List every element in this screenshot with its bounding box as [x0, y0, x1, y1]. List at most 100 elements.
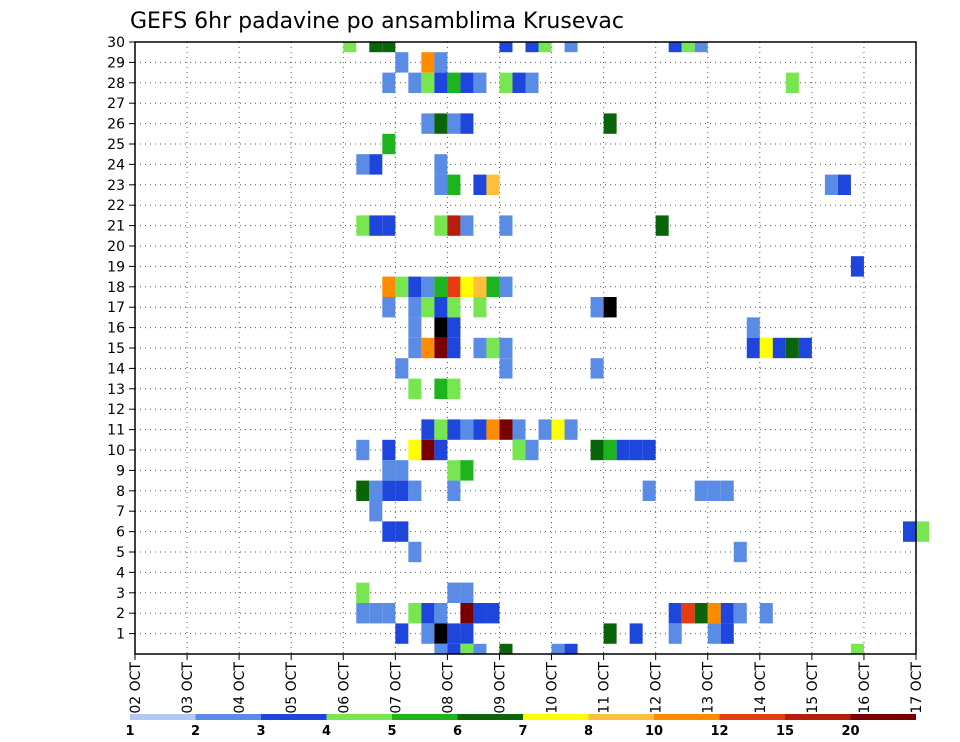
heatmap-cell	[473, 72, 487, 93]
heatmap-cell	[434, 52, 448, 73]
y-tick-label: 17	[107, 300, 125, 316]
heatmap-cell	[434, 215, 448, 236]
x-tick-label: 07 OCT	[388, 662, 404, 714]
heatmap-cell	[421, 337, 435, 359]
heatmap-cell	[590, 358, 604, 379]
heatmap-cell	[707, 603, 721, 624]
heatmap-cell	[499, 42, 513, 53]
heatmap-cell	[512, 72, 526, 93]
y-tick-label: 11	[107, 423, 125, 439]
heatmap-cell	[603, 297, 617, 318]
grid-lines	[135, 41, 916, 654]
heatmap-cell	[486, 337, 500, 359]
heatmap-cell	[434, 113, 448, 134]
y-tick-label: 16	[107, 321, 125, 337]
heatmap-cell	[694, 42, 708, 53]
heatmap-cell	[447, 337, 461, 359]
heatmap-cell	[616, 439, 630, 461]
heatmap-cell	[486, 603, 500, 624]
y-tick-label: 23	[107, 178, 125, 194]
heatmap-cell	[473, 337, 487, 359]
heatmap-cell	[395, 480, 409, 501]
heatmap-cell	[395, 460, 409, 481]
heatmap-cell	[603, 439, 617, 461]
heatmap-cell	[642, 439, 656, 461]
heatmap-cell	[356, 154, 370, 175]
y-tick-label: 24	[107, 157, 125, 173]
heatmap-cell	[408, 541, 422, 563]
heatmap-cell	[421, 297, 435, 318]
heatmap-cell	[356, 215, 370, 236]
heatmap-cell	[434, 419, 448, 440]
heatmap-cell	[707, 480, 721, 501]
heatmap-cell	[694, 480, 708, 501]
heatmap-cell	[525, 42, 539, 53]
x-tick-label: 02 OCT	[128, 662, 144, 714]
heatmap-cell	[759, 337, 773, 359]
heatmap-cell	[499, 215, 513, 236]
heatmap-cell	[720, 603, 734, 624]
heatmap-cell	[629, 623, 643, 644]
heatmap-cell	[408, 480, 422, 501]
heatmap-cell	[655, 215, 669, 236]
heatmap-cell	[434, 643, 448, 654]
heatmap-cell	[434, 378, 448, 399]
heatmap-cell	[733, 541, 747, 563]
y-tick-label: 19	[107, 259, 125, 275]
heatmap-cell	[460, 460, 474, 481]
heatmap-cell	[447, 623, 461, 644]
chart-title: GEFS 6hr padavine po ansamblima Krusevac	[130, 9, 624, 34]
legend-swatch	[195, 714, 261, 720]
heatmap-cell	[850, 256, 864, 277]
heatmap-cell	[551, 643, 565, 654]
heatmap-cell	[434, 317, 448, 338]
heatmap-cell	[473, 174, 487, 195]
legend-label: 4	[322, 724, 331, 739]
x-axis-ticks: 02 OCT 03 OCT 04 OCT 05 OCT 06 OCT 07 OCT 08 O…	[128, 654, 925, 714]
y-tick-label: 7	[116, 504, 125, 520]
heatmap-cell	[421, 603, 435, 624]
legend-swatch	[392, 714, 458, 720]
y-tick-label: 10	[107, 443, 125, 459]
heatmap-cell	[447, 480, 461, 501]
heatmap-cell	[746, 337, 760, 359]
y-tick-label: 14	[107, 361, 125, 377]
heatmap-cell	[447, 113, 461, 134]
heatmap-cell	[421, 113, 435, 134]
y-tick-label: 5	[116, 545, 125, 561]
y-tick-label: 6	[116, 525, 125, 541]
heatmap-cell	[382, 72, 396, 93]
x-tick-label: 08 OCT	[440, 662, 456, 714]
heatmap-cell	[434, 623, 448, 644]
heatmap-cell	[447, 276, 461, 297]
y-tick-label: 15	[107, 341, 125, 357]
heatmap-cell	[473, 643, 487, 654]
y-tick-label: 8	[116, 484, 125, 500]
heatmap-cell	[447, 215, 461, 236]
heatmap-cell	[551, 419, 565, 440]
heatmap-cell	[460, 215, 474, 236]
y-tick-label: 20	[107, 239, 125, 255]
heatmap-cell	[772, 337, 786, 359]
heatmap-cell	[538, 42, 552, 53]
y-tick-label: 9	[116, 463, 125, 479]
heatmap-cell	[512, 419, 526, 440]
heatmap-cell	[382, 521, 396, 542]
heatmap-cell	[421, 439, 435, 461]
heatmap-cell	[473, 276, 487, 297]
heatmap-cell	[395, 52, 409, 73]
heatmap-cell	[434, 603, 448, 624]
heatmap-cell	[408, 276, 422, 297]
heatmap-cell	[408, 297, 422, 318]
heatmap-cell	[564, 42, 578, 53]
heatmap-cell	[785, 337, 799, 359]
x-tick-label: 06 OCT	[336, 662, 352, 714]
x-tick-label: 14 OCT	[753, 662, 769, 714]
legend-label: 2	[191, 724, 200, 739]
heatmap-cell	[395, 276, 409, 297]
x-tick-label: 11 OCT	[597, 662, 613, 714]
heatmap-cell	[499, 358, 513, 379]
heatmap-cell	[382, 460, 396, 481]
legend-swatch	[457, 714, 523, 720]
legend-swatch	[130, 714, 196, 720]
